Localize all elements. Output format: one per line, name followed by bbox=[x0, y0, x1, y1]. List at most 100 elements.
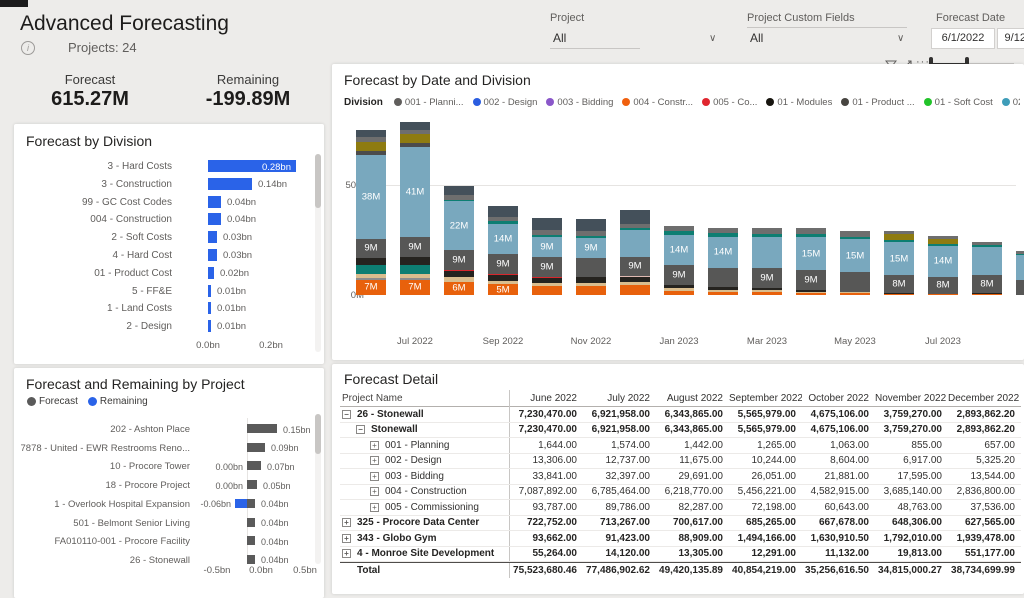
legend-item[interactable]: 005 - Co... bbox=[702, 97, 757, 108]
expand-icon[interactable]: + bbox=[370, 456, 379, 466]
stacked-bar-segment[interactable] bbox=[488, 275, 518, 281]
stacked-bar[interactable]: 7M 9M 41M bbox=[400, 121, 430, 295]
collapse-icon[interactable]: − bbox=[356, 425, 365, 435]
stacked-bar-segment[interactable] bbox=[400, 257, 430, 265]
stacked-bar-segment[interactable]: 9M bbox=[796, 270, 826, 290]
division-bar[interactable] bbox=[208, 249, 217, 261]
column-header-month[interactable]: June 2022 bbox=[530, 393, 577, 404]
custom-fields-filter-value[interactable]: All bbox=[750, 31, 764, 45]
stacked-bar-segment[interactable] bbox=[1016, 251, 1024, 254]
table-row[interactable]: +343 - Globo Gym 93,662.00 91,423.00 88,909… bbox=[340, 531, 1021, 547]
column-header-month[interactable]: December 2022 bbox=[948, 393, 1020, 404]
stacked-bar-segment[interactable] bbox=[356, 264, 386, 274]
stacked-bar-segment[interactable]: 9M bbox=[400, 237, 430, 258]
stacked-bar-segment[interactable] bbox=[1016, 279, 1024, 295]
stacked-bar-segment[interactable] bbox=[576, 219, 606, 232]
stacked-bar[interactable] bbox=[1016, 251, 1024, 295]
stacked-bar-segment[interactable] bbox=[532, 234, 562, 237]
stacked-bar-segment[interactable] bbox=[1016, 253, 1024, 256]
stacked-bar-segment[interactable]: 9M bbox=[752, 267, 782, 288]
stacked-bar-segment[interactable]: 8M bbox=[972, 275, 1002, 294]
stacked-bar-segment[interactable]: 9M bbox=[532, 256, 562, 277]
table-row[interactable]: +001 - Planning 1,644.00 1,574.00 1,442.00 1… bbox=[340, 438, 1021, 454]
expand-icon[interactable]: + bbox=[370, 502, 379, 512]
stacked-bar-segment[interactable] bbox=[752, 291, 782, 295]
stacked-bar-segment[interactable] bbox=[532, 277, 562, 283]
stacked-bar-segment[interactable] bbox=[400, 129, 430, 135]
stacked-bar-segment[interactable] bbox=[752, 233, 782, 238]
stacked-bar-segment[interactable] bbox=[356, 258, 386, 265]
stacked-bar-segment[interactable] bbox=[400, 121, 430, 130]
project-bar-row[interactable]: 501 - Belmont Senior Living 0.04bn bbox=[14, 514, 324, 533]
legend-item[interactable]: 01 - Product ... bbox=[841, 97, 915, 108]
stacked-bar[interactable]: 7M 9M 38M bbox=[356, 129, 386, 295]
expand-icon[interactable]: + bbox=[370, 487, 379, 497]
stacked-bar[interactable]: 9M bbox=[576, 219, 606, 295]
table-row[interactable]: +325 - Procore Data Center 722,752.00 713,… bbox=[340, 515, 1021, 531]
chevron-down-icon[interactable]: ∨ bbox=[709, 33, 717, 44]
stacked-bar-segment[interactable] bbox=[796, 233, 826, 238]
stacked-bar-segment[interactable] bbox=[708, 267, 738, 288]
stacked-bar-segment[interactable]: 15M bbox=[884, 242, 914, 276]
forecast-bar[interactable] bbox=[247, 554, 255, 564]
stacked-bar-segment[interactable] bbox=[884, 293, 914, 295]
stacked-bar-segment[interactable]: 15M bbox=[840, 239, 870, 273]
stacked-bar-segment[interactable] bbox=[620, 277, 650, 282]
forecast-date-start-input[interactable]: 6/1/2022 bbox=[931, 28, 995, 49]
project-bar-row[interactable]: 26 - Stonewall 0.04bn bbox=[14, 551, 324, 570]
stacked-bar-segment[interactable]: 14M bbox=[708, 236, 738, 268]
stacked-bar-segment[interactable] bbox=[620, 223, 650, 228]
division-bar-row[interactable]: 2 - Design 0.01bn bbox=[14, 318, 324, 336]
stacked-bar-segment[interactable] bbox=[664, 225, 694, 232]
stacked-bar-segment[interactable] bbox=[928, 243, 958, 246]
column-header-month[interactable]: August 2022 bbox=[666, 393, 723, 404]
stacked-bar-segment[interactable] bbox=[444, 277, 474, 282]
stacked-bar-segment[interactable] bbox=[708, 287, 738, 290]
stacked-bar-segment[interactable] bbox=[752, 237, 782, 268]
stacked-bar-segment[interactable] bbox=[752, 289, 782, 292]
division-bar-row[interactable]: 2 - Soft Costs 0.03bn bbox=[14, 229, 324, 247]
stacked-bar-segment[interactable] bbox=[840, 236, 870, 240]
project-bar-row[interactable]: 1 - Overlook Hospital Expansion 0.04bn -0.… bbox=[14, 495, 324, 514]
stacked-bar-segment[interactable] bbox=[444, 186, 474, 196]
stacked-bar-segment[interactable] bbox=[664, 288, 694, 291]
stacked-bar-segment[interactable] bbox=[356, 273, 386, 279]
stacked-bar-segment[interactable] bbox=[972, 246, 1002, 276]
table-row[interactable]: −26 - Stonewall 7,230,470.00 6,921,958.00 6… bbox=[340, 407, 1021, 423]
division-bar[interactable] bbox=[208, 266, 214, 279]
stacked-bar-segment[interactable] bbox=[840, 272, 870, 293]
stacked-bar-segment[interactable] bbox=[620, 281, 650, 286]
date-slider-handle-left[interactable] bbox=[929, 57, 933, 70]
forecast-bar[interactable] bbox=[247, 424, 277, 433]
stacked-bar[interactable]: 8M bbox=[972, 242, 1002, 295]
stacked-bar-segment[interactable] bbox=[356, 141, 386, 151]
stacked-bar-segment[interactable] bbox=[444, 269, 474, 271]
stacked-bar-segment[interactable] bbox=[356, 278, 386, 280]
stacked-bar-segment[interactable]: 9M bbox=[488, 254, 518, 275]
stacked-bar-segment[interactable] bbox=[356, 137, 386, 142]
stacked-bar-segment[interactable] bbox=[444, 195, 474, 200]
stacked-bar-segment[interactable] bbox=[400, 134, 430, 143]
stacked-bar-segment[interactable] bbox=[576, 282, 606, 287]
stacked-bar-segment[interactable] bbox=[400, 264, 430, 274]
forecast-bar[interactable] bbox=[247, 461, 261, 471]
stacked-bar-segment[interactable] bbox=[840, 231, 870, 237]
column-header-month[interactable]: October 2022 bbox=[808, 393, 869, 404]
forecast-bar[interactable] bbox=[247, 442, 265, 452]
stacked-bar-segment[interactable]: 6M bbox=[444, 281, 474, 295]
stacked-bar-segment[interactable] bbox=[928, 239, 958, 244]
stacked-bar-segment[interactable] bbox=[444, 199, 474, 202]
forecast-bar[interactable] bbox=[247, 517, 255, 527]
table-row[interactable]: +005 - Commissioning 93,787.00 89,786.00 82… bbox=[340, 500, 1021, 516]
stacked-bar-segment[interactable] bbox=[444, 270, 474, 278]
scrollbar-thumb[interactable] bbox=[315, 414, 321, 454]
stacked-bar-segment[interactable]: 9M bbox=[444, 249, 474, 270]
stacked-bar-segment[interactable] bbox=[488, 280, 518, 284]
stacked-bar-segment[interactable] bbox=[620, 230, 650, 257]
stacked-bar[interactable]: 9M 14M bbox=[664, 225, 694, 295]
stacked-bar-segment[interactable] bbox=[1016, 255, 1024, 280]
stacked-bar-segment[interactable] bbox=[752, 228, 782, 234]
stacked-bar-segment[interactable] bbox=[576, 286, 606, 295]
stacked-bar-segment[interactable]: 9M bbox=[356, 238, 386, 259]
date-slider-handle-right[interactable] bbox=[965, 57, 969, 70]
